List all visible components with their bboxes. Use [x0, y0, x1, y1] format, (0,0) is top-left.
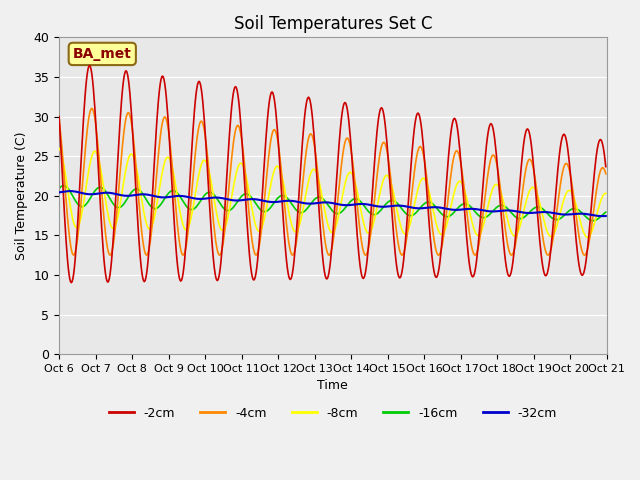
- -4cm: [65, 230, 73, 236]
- -16cm: [589, 218, 596, 224]
- -16cm: [66, 188, 74, 194]
- -32cm: [55, 190, 63, 195]
- Title: Soil Temperatures Set C: Soil Temperatures Set C: [234, 15, 432, 33]
- Line: -4cm: -4cm: [59, 108, 606, 255]
- -8cm: [122, 169, 129, 175]
- -4cm: [580, 252, 588, 258]
- -16cm: [207, 190, 214, 195]
- -8cm: [65, 195, 73, 201]
- -16cm: [55, 186, 63, 192]
- -4cm: [55, 117, 63, 123]
- Y-axis label: Soil Temperature (C): Soil Temperature (C): [15, 132, 28, 260]
- -16cm: [60, 183, 68, 189]
- -4cm: [207, 186, 214, 192]
- Line: -32cm: -32cm: [59, 191, 606, 216]
- -16cm: [400, 208, 408, 214]
- -8cm: [55, 145, 63, 151]
- X-axis label: Time: Time: [317, 379, 348, 392]
- -4cm: [178, 250, 186, 256]
- -2cm: [123, 69, 131, 75]
- -2cm: [55, 114, 63, 120]
- -4cm: [400, 251, 408, 256]
- -16cm: [178, 196, 186, 202]
- -32cm: [122, 193, 130, 199]
- -8cm: [602, 191, 610, 196]
- -2cm: [179, 275, 186, 280]
- -32cm: [65, 188, 73, 194]
- -32cm: [66, 188, 74, 194]
- -8cm: [399, 229, 406, 235]
- Line: -2cm: -2cm: [59, 65, 606, 283]
- Text: BA_met: BA_met: [73, 47, 132, 61]
- -32cm: [598, 213, 606, 219]
- -8cm: [206, 171, 214, 177]
- -32cm: [207, 195, 214, 201]
- Legend: -2cm, -4cm, -8cm, -16cm, -32cm: -2cm, -4cm, -8cm, -16cm, -32cm: [104, 402, 562, 424]
- -4cm: [88, 106, 96, 111]
- -4cm: [416, 144, 424, 150]
- Line: -16cm: -16cm: [59, 186, 606, 221]
- -4cm: [602, 171, 610, 177]
- -2cm: [207, 228, 215, 234]
- -4cm: [122, 115, 130, 120]
- -2cm: [417, 117, 424, 122]
- -8cm: [584, 234, 591, 240]
- -8cm: [415, 183, 422, 189]
- -16cm: [416, 206, 424, 212]
- -32cm: [400, 203, 408, 209]
- -8cm: [177, 213, 184, 218]
- -32cm: [602, 213, 610, 219]
- Line: -8cm: -8cm: [59, 148, 606, 237]
- -2cm: [401, 251, 408, 256]
- -2cm: [67, 280, 75, 286]
- -16cm: [602, 209, 610, 215]
- -32cm: [416, 205, 424, 211]
- -2cm: [602, 164, 610, 169]
- -32cm: [178, 193, 186, 199]
- -16cm: [122, 198, 130, 204]
- -2cm: [86, 62, 93, 68]
- -2cm: [65, 271, 73, 277]
